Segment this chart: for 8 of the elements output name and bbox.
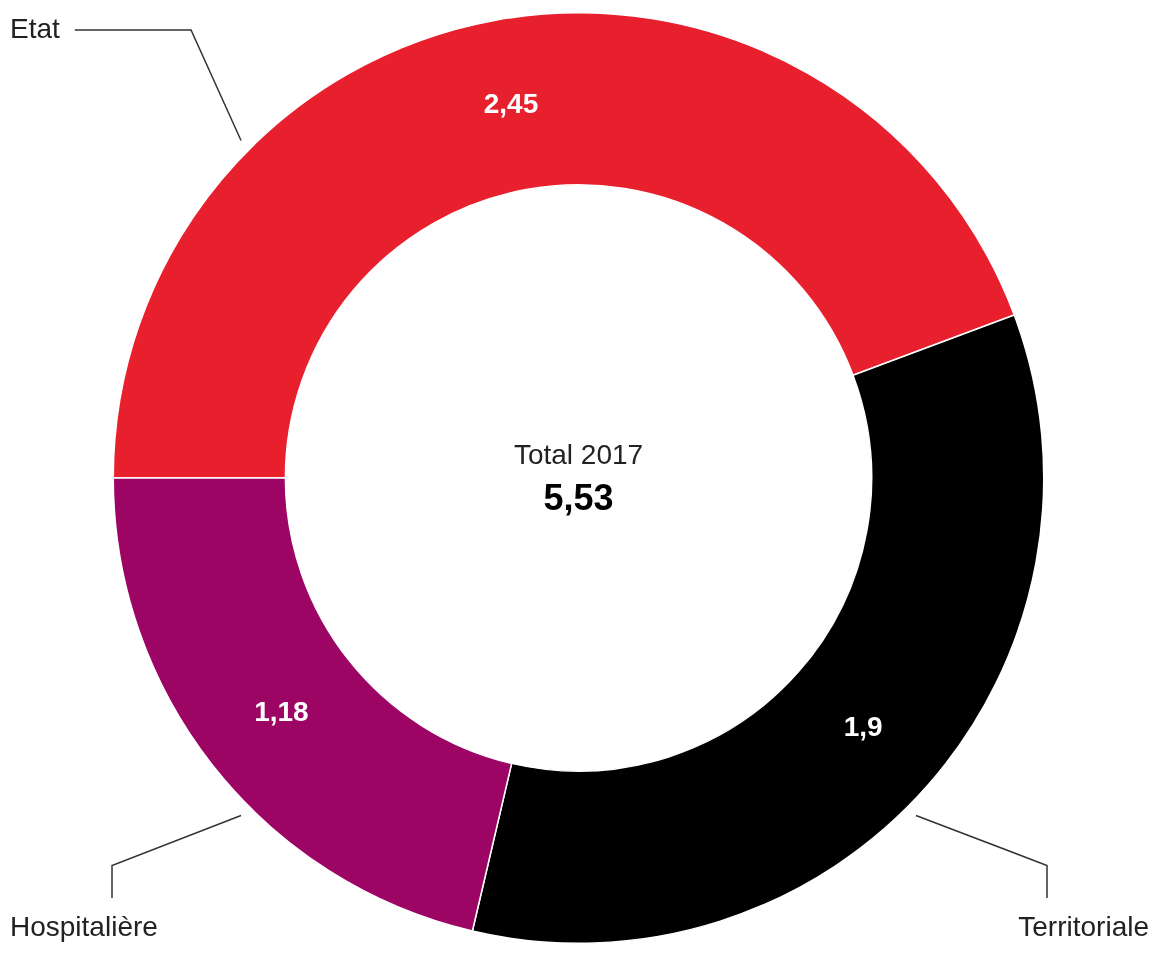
text: Total 2017 [513, 438, 644, 470]
text: 5,53 [543, 476, 614, 518]
data-label: 1,18 [254, 696, 309, 728]
data-label: 2,45 [483, 87, 539, 119]
slice-label: Hospitalière [10, 910, 158, 942]
slice-label: Territoriale [1018, 910, 1149, 942]
data-label: 1,9 [843, 711, 883, 743]
slice-label: Etat [10, 12, 61, 44]
